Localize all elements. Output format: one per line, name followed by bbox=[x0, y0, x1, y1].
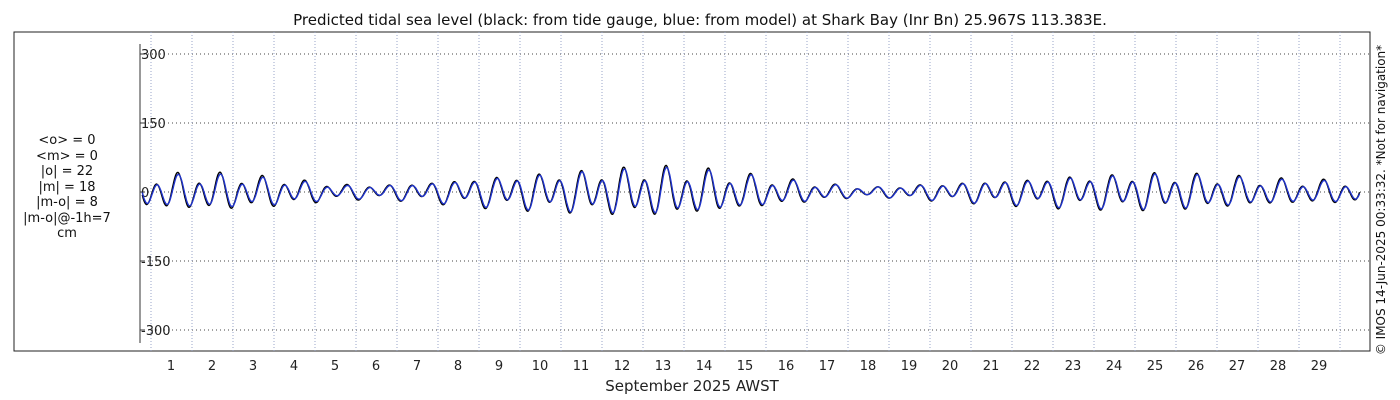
y-tick-label: 0 bbox=[141, 186, 149, 201]
x-tick-label: 14 bbox=[696, 359, 713, 374]
stat-abs-diff: |m-o| = 8 bbox=[36, 195, 98, 210]
x-tick-label: 13 bbox=[655, 359, 672, 374]
y-tick-label: 300 bbox=[141, 48, 166, 63]
stat-abs-diff-lag: |m-o|@-1h=7 bbox=[23, 210, 111, 226]
x-tick-label: 26 bbox=[1188, 359, 1205, 374]
x-tick-label: 20 bbox=[942, 359, 959, 374]
y-tick-label: 150 bbox=[141, 117, 166, 132]
x-tick-label: 9 bbox=[495, 359, 503, 374]
x-tick-label: 24 bbox=[1106, 359, 1123, 374]
x-tick-label: 28 bbox=[1270, 359, 1287, 374]
stat-unit: cm bbox=[57, 226, 77, 241]
stats-panel: <o> = 0 <m> = 0 |o| = 22 |m| = 18 |m-o| … bbox=[14, 133, 120, 242]
credit-text: © IMOS 14-Jun-2025 00:33:32. *Not for na… bbox=[1374, 44, 1388, 356]
x-tick-label: 3 bbox=[249, 359, 257, 374]
x-tick-label: 25 bbox=[1147, 359, 1164, 374]
series-group bbox=[141, 164, 1361, 215]
y-ticks: 300 150 0 -150 -300 bbox=[140, 48, 171, 339]
x-tick-label: 8 bbox=[454, 359, 462, 374]
x-tick-label: 11 bbox=[573, 359, 590, 374]
x-tick-label: 6 bbox=[372, 359, 380, 374]
x-tick-label: 23 bbox=[1065, 359, 1082, 374]
chart-title: Predicted tidal sea level (black: from t… bbox=[293, 11, 1107, 29]
x-tick-label: 17 bbox=[819, 359, 836, 374]
x-tick-label: 22 bbox=[1024, 359, 1041, 374]
x-tick-label: 27 bbox=[1229, 359, 1246, 374]
x-tick-label: 15 bbox=[737, 359, 754, 374]
series-line-model bbox=[141, 166, 1361, 214]
x-tick-label: 7 bbox=[413, 359, 421, 374]
y-tick-label: -150 bbox=[141, 255, 171, 270]
x-tick-label: 19 bbox=[901, 359, 918, 374]
x-tick-label: 5 bbox=[331, 359, 339, 374]
stat-mean-model: <m> = 0 bbox=[36, 148, 98, 164]
x-tick-label: 2 bbox=[208, 359, 216, 374]
y-tick-label: -300 bbox=[141, 324, 171, 339]
stat-abs-model: |m| = 18 bbox=[38, 179, 96, 195]
x-tick-label: 18 bbox=[860, 359, 877, 374]
x-axis-label: September 2025 AWST bbox=[605, 377, 779, 395]
stat-abs-obs: |o| = 22 bbox=[40, 164, 94, 179]
x-tick-label: 16 bbox=[778, 359, 795, 374]
x-tick-label: 1 bbox=[167, 359, 175, 374]
x-ticks: 1 2 3 4 5 6 7 8 9 10 11 12 13 14 15 16 17 18 19 20 21 22 23 24 2… bbox=[167, 359, 1327, 374]
x-tick-label: 10 bbox=[532, 359, 549, 374]
stat-mean-obs: <o> = 0 bbox=[38, 133, 96, 148]
x-tick-label: 29 bbox=[1311, 359, 1328, 374]
x-tick-label: 21 bbox=[983, 359, 1000, 374]
x-tick-label: 4 bbox=[290, 359, 298, 374]
x-tick-label: 12 bbox=[614, 359, 631, 374]
